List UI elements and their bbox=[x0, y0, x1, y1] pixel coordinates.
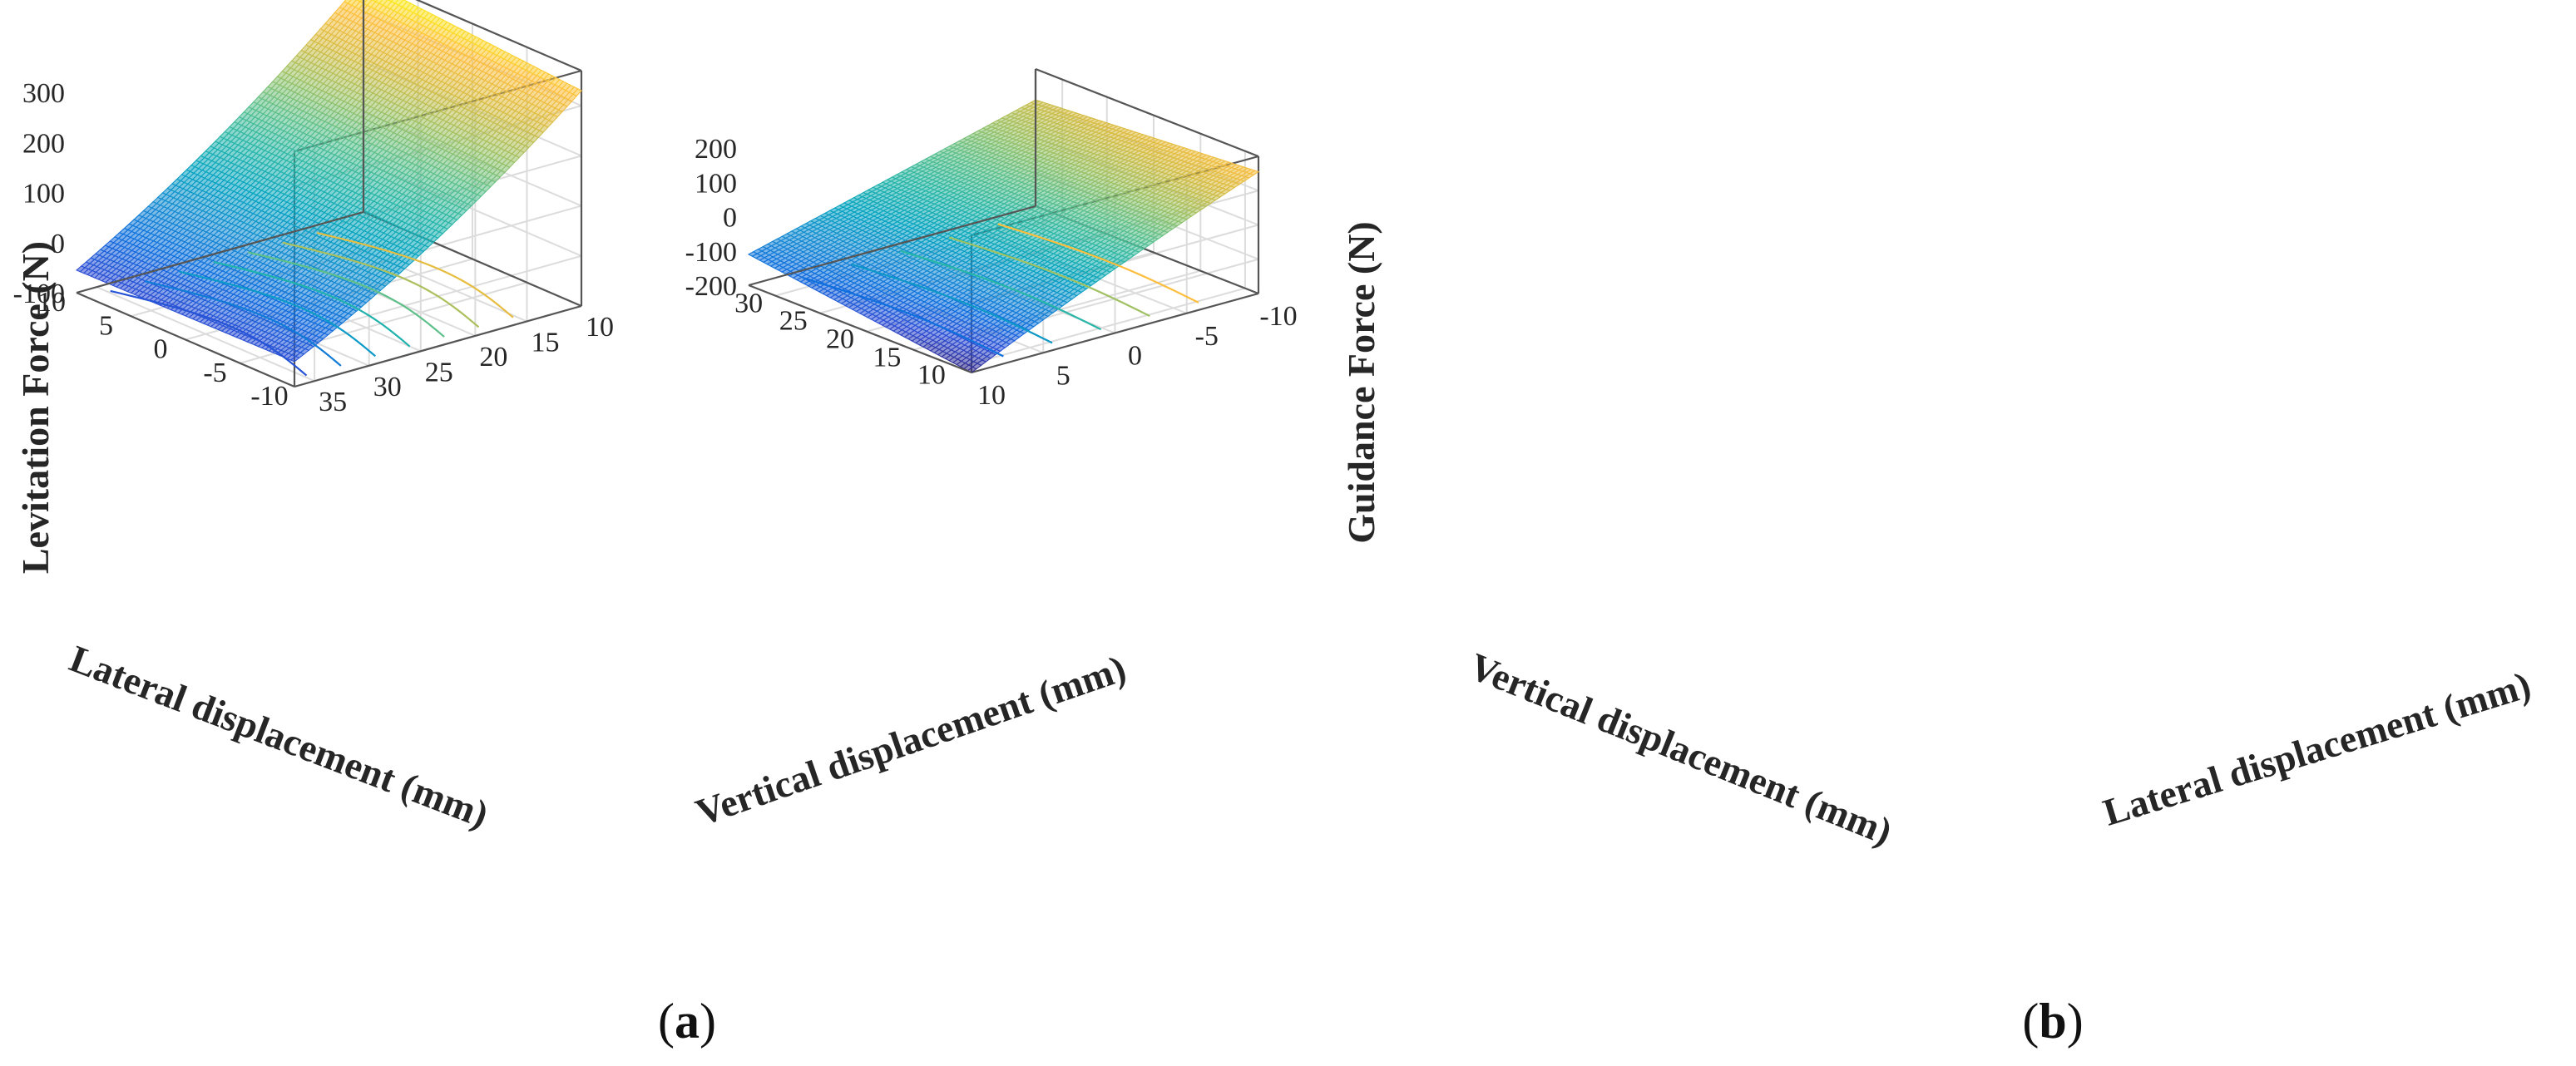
surface-cell bbox=[363, 0, 373, 6]
surface-cell bbox=[374, 0, 383, 4]
x-tick-label: 0 bbox=[154, 334, 168, 365]
z-tick-label: 100 bbox=[22, 179, 65, 210]
axis-box-edge bbox=[294, 304, 582, 388]
surface-cell bbox=[390, 0, 399, 4]
surface-cell bbox=[347, 0, 357, 6]
y-tick-label: 10 bbox=[586, 312, 614, 343]
x-tick-label: 5 bbox=[99, 310, 113, 341]
z-tick-label: 200 bbox=[22, 128, 65, 159]
gridline-y bbox=[96, 286, 315, 382]
surface-cell bbox=[394, 0, 404, 6]
panel-a-surface-mesh bbox=[75, 0, 582, 363]
surface-cell bbox=[378, 0, 388, 6]
y-tick-label: 35 bbox=[319, 387, 347, 417]
panel-a-y-axis-label: Vertical displacement (mm) bbox=[690, 647, 1131, 834]
panel-a-x-axis-label: Lateral displacement (mm) bbox=[64, 637, 494, 836]
y-tick-label: 20 bbox=[479, 342, 507, 373]
x-tick-label: -10 bbox=[250, 381, 288, 412]
y-tick-label: 15 bbox=[531, 327, 559, 358]
y-tick-label: 30 bbox=[373, 372, 402, 402]
surface-cell bbox=[344, 0, 352, 4]
x-tick-label: -5 bbox=[203, 358, 226, 388]
panel-b-surface-mesh bbox=[747, 99, 1260, 373]
y-tick-label: 25 bbox=[425, 357, 453, 387]
z-tick-label: 300 bbox=[22, 78, 65, 109]
panel-a-z-axis-label: Levitation Force (N) bbox=[14, 241, 57, 574]
panel-a-label: (a) bbox=[658, 994, 716, 1049]
axis-box-edge bbox=[415, 0, 582, 72]
